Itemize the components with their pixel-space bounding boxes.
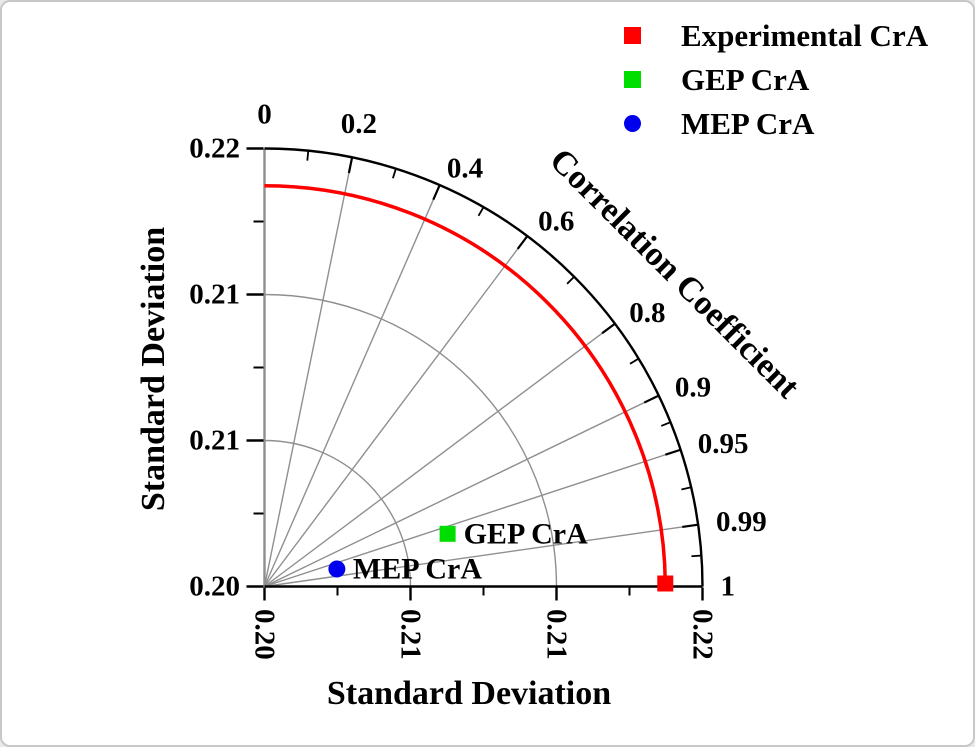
sd-tick-label-x: 0.22 (687, 609, 719, 660)
legend-item-gep-cra: GEP CrA (624, 57, 928, 101)
corr-major-tick (682, 523, 699, 529)
legend: Experimental CrA GEP CrA MEP CrA (624, 13, 928, 145)
legend-item-mep-cra: MEP CrA (624, 101, 928, 145)
point-label-mep-cra: MEP CrA (353, 553, 482, 586)
point-label-gep-cra: GEP CrA (464, 517, 588, 550)
legend-label: MEP CrA (681, 105, 815, 141)
sd-tick-label-y: 0.22 (189, 133, 240, 165)
corr-tick-label: 0 (257, 99, 272, 131)
corr-tick-label: 0.9 (675, 372, 711, 404)
corr-minor-tick (660, 421, 671, 427)
sd-tick-label-y: 0.21 (189, 424, 240, 456)
corr-tick-label: 0.4 (447, 153, 483, 185)
corr-minor-tick (566, 276, 575, 285)
corr-minor-tick (306, 150, 310, 161)
legend-label: Experimental CrA (681, 17, 929, 53)
legend-marker-circle-blue (624, 114, 641, 132)
corr-tick-label: 1 (721, 571, 736, 603)
reference-std-arc (264, 183, 668, 583)
legend-marker-square-green (624, 70, 641, 88)
grid-arc (264, 439, 412, 587)
y-axis-title: Standard Deviation (135, 226, 172, 512)
point-mep-cra (328, 560, 346, 578)
corr-minor-tick (629, 357, 640, 365)
point-experimental-cra (657, 575, 674, 592)
corr-tick-label: 0.99 (716, 506, 767, 538)
corr-major-tick (347, 157, 354, 174)
corr-major-tick (432, 184, 441, 201)
legend-label: GEP CrA (681, 61, 810, 97)
radial-gridline (263, 184, 441, 587)
sd-tick-label-x: 0.21 (395, 609, 427, 660)
corr-tick-label: 0.6 (538, 206, 574, 238)
corr-minor-tick (691, 554, 702, 558)
radial-gridline (263, 157, 353, 587)
sd-tick-label-x: 0.21 (540, 609, 572, 660)
corr-major-tick (665, 448, 681, 456)
radial-gridline (264, 323, 616, 588)
corr-tick-label: 0.8 (629, 297, 665, 329)
grid-arc (264, 293, 558, 587)
corr-minor-tick (392, 168, 397, 179)
radial-gridline (264, 394, 660, 588)
corr-major-tick (643, 394, 660, 404)
corr-major-tick (601, 322, 616, 335)
corr-tick-label: 0.95 (698, 428, 749, 460)
sd-tick-label-y: 0.21 (189, 279, 240, 311)
sd-tick-label-y: 0.20 (189, 571, 240, 603)
corr-minor-tick (477, 206, 485, 217)
point-gep-cra (439, 525, 456, 542)
corr-tick-label: 0.2 (341, 108, 377, 140)
legend-marker-square-red (624, 26, 641, 44)
sd-tick-label-x: 0.20 (249, 609, 281, 660)
radial-gridline (263, 235, 528, 587)
legend-item-experimental-cra: Experimental CrA (624, 13, 928, 57)
corr-minor-tick (681, 486, 692, 491)
x-axis-title: Standard Deviation (326, 675, 612, 712)
corr-major-tick (516, 235, 529, 250)
